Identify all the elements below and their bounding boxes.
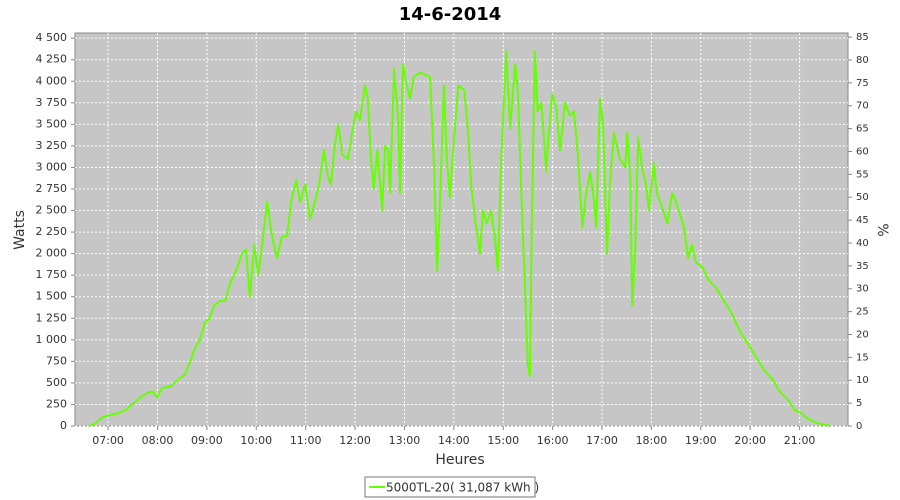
- y2-tick-label: 50: [856, 192, 869, 203]
- plot-area: [74, 32, 849, 427]
- x-tick-label: 21:00: [784, 434, 816, 447]
- y2-tick-label: 5: [856, 398, 862, 409]
- y-tick-label: 1 750: [36, 268, 68, 281]
- y-tick-label: 4 500: [36, 31, 68, 44]
- y2-tick-label: 10: [856, 375, 869, 386]
- y-tick-label: 750: [46, 354, 67, 367]
- y-tick-label: 4 000: [36, 74, 68, 87]
- y2-tick-label: 80: [856, 55, 869, 66]
- y-tick-label: 2 000: [36, 247, 68, 260]
- y-tick-label: 3 000: [36, 160, 68, 173]
- y2-tick-label: 85: [856, 32, 869, 43]
- series-line: [87, 50, 831, 427]
- chart-title: 14-6-2014: [399, 4, 502, 25]
- y-tick-label: 1 500: [36, 290, 68, 303]
- y-tick-label: 2 250: [36, 225, 68, 238]
- y2-tick-label: 25: [856, 307, 869, 318]
- x-tick-label: 12:00: [339, 434, 371, 447]
- y-tick-label: 3 750: [36, 96, 68, 109]
- legend-box: [364, 476, 536, 498]
- y2-tick-label: 45: [856, 215, 869, 226]
- y-tick-label: 0: [60, 419, 67, 432]
- x-tick-label: 17:00: [586, 434, 618, 447]
- y-tick-label: 2 500: [36, 204, 68, 217]
- y2-tick-label: 20: [856, 329, 869, 340]
- y2-tick-label: 75: [856, 78, 869, 89]
- x-tick-label: 10:00: [240, 434, 272, 447]
- x-tick-label: 18:00: [636, 434, 668, 447]
- y2-tick-label: 65: [856, 124, 869, 135]
- legend-label: 5000TL-20( 31,087 kWh ): [386, 481, 539, 495]
- y2-tick-label: 15: [856, 352, 869, 363]
- y-tick-label: 1 250: [36, 311, 68, 324]
- y2-tick-label: 35: [856, 261, 869, 272]
- y-tick-label: 500: [46, 376, 67, 389]
- y-tick-label: 2 750: [36, 182, 68, 195]
- y2-tick-label: 30: [856, 284, 869, 295]
- y2-tick-label: 70: [856, 101, 869, 112]
- x-tick-label: 09:00: [191, 434, 223, 447]
- y2-tick-label: 0: [856, 421, 862, 432]
- x-axis-label: Heures: [435, 452, 484, 468]
- y-axis-label: Watts: [12, 210, 28, 250]
- x-tick-label: 11:00: [290, 434, 322, 447]
- y2-axis-label: %: [874, 223, 890, 236]
- y2-tick-label: 60: [856, 146, 869, 157]
- y-tick-label: 250: [46, 397, 67, 410]
- x-tick-label: 13:00: [389, 434, 421, 447]
- y-tick-label: 4 250: [36, 53, 68, 66]
- x-tick-label: 19:00: [685, 434, 717, 447]
- x-tick-label: 08:00: [142, 434, 174, 447]
- x-tick-label: 20:00: [734, 434, 766, 447]
- x-tick-label: 07:00: [92, 434, 124, 447]
- y2-tick-label: 40: [856, 238, 869, 249]
- x-tick-label: 15:00: [487, 434, 519, 447]
- y-tick-label: 3 500: [36, 117, 68, 130]
- y-tick-label: 3 250: [36, 139, 68, 152]
- x-tick-label: 14:00: [438, 434, 470, 447]
- x-tick-label: 16:00: [537, 434, 569, 447]
- y2-tick-label: 55: [856, 169, 869, 180]
- y-tick-label: 1 000: [36, 333, 68, 346]
